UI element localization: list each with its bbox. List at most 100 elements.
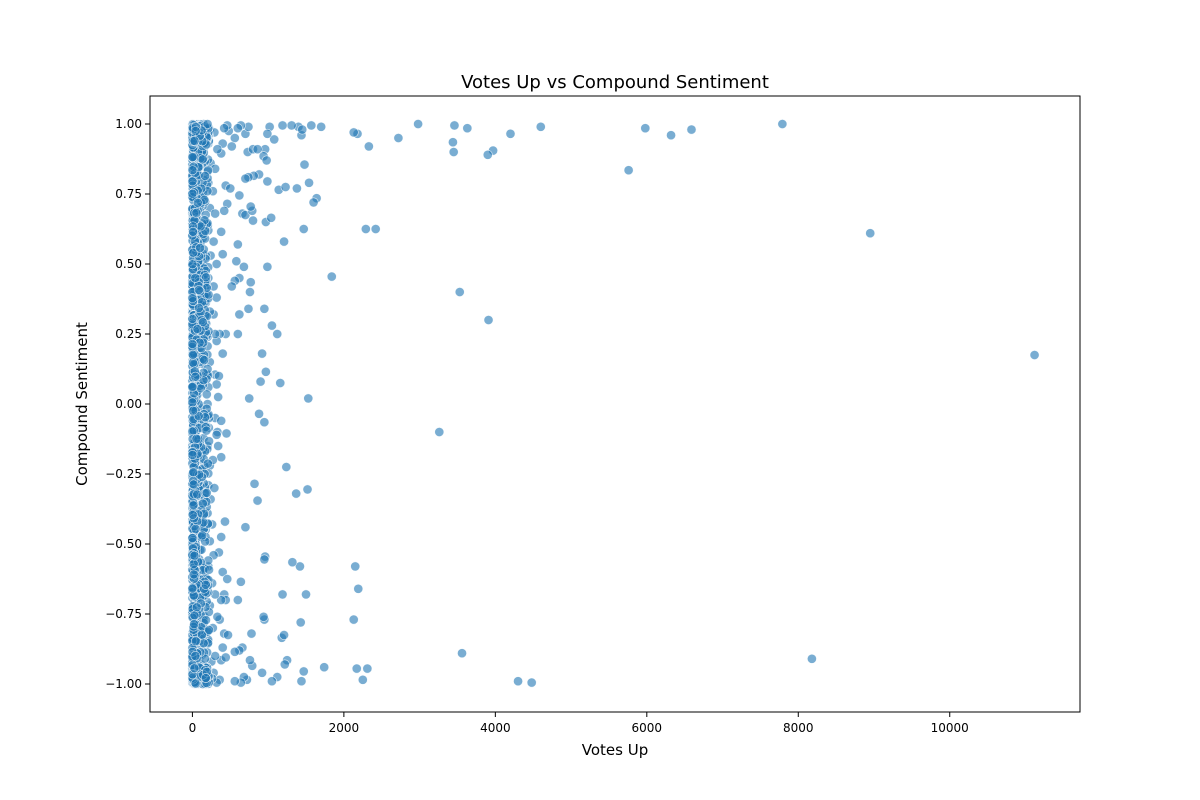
data-point: [462, 123, 473, 134]
data-point: [189, 550, 200, 561]
data-point: [190, 371, 201, 382]
data-point: [213, 392, 224, 402]
data-point: [255, 376, 266, 387]
data-point: [351, 663, 362, 674]
data-point: [413, 119, 423, 129]
data-point: [252, 144, 263, 155]
data-point: [505, 128, 516, 139]
x-tick-label: 0: [189, 721, 197, 735]
data-point: [297, 124, 308, 135]
data-point: [248, 215, 258, 226]
data-point: [448, 137, 458, 148]
data-point: [254, 408, 264, 419]
data-point: [348, 127, 359, 138]
data-point: [200, 673, 211, 683]
data-point: [190, 636, 201, 647]
data-point: [308, 197, 319, 208]
data-point: [187, 188, 198, 199]
data-point: [306, 120, 317, 131]
data-point: [229, 646, 240, 657]
data-point: [535, 121, 546, 132]
data-point: [482, 149, 493, 160]
data-point: [204, 625, 214, 635]
data-point: [234, 190, 245, 201]
data-point: [259, 554, 270, 565]
data-point: [217, 567, 228, 577]
data-point: [222, 574, 233, 584]
data-point: [216, 415, 227, 426]
data-point: [252, 495, 263, 506]
y-axis-label: Compound Sentiment: [73, 322, 91, 486]
data-point: [209, 483, 220, 493]
data-point: [623, 165, 634, 176]
data-point: [865, 228, 876, 239]
data-point: [190, 126, 201, 136]
data-point: [449, 120, 460, 131]
data-point: [188, 559, 199, 569]
data-point: [188, 569, 199, 580]
data-point: [190, 524, 201, 534]
data-point: [295, 561, 305, 572]
data-point: [303, 393, 314, 404]
data-point: [232, 123, 243, 134]
x-axis-label: Votes Up: [582, 741, 648, 759]
data-point: [239, 261, 249, 272]
data-point: [304, 177, 314, 188]
data-point: [243, 303, 254, 314]
data-point: [200, 579, 211, 590]
data-point: [200, 171, 211, 181]
y-axis: −1.00 −0.75 −0.50 −0.25 0.00 0.25 0.50 0.75 1.00: [105, 117, 150, 691]
x-axis: 0 2000 4000 6000 8000 10000: [189, 712, 969, 735]
y-tick-label: −0.75: [105, 607, 142, 621]
data-point: [267, 320, 277, 331]
data-point: [240, 522, 251, 533]
data-point: [259, 417, 270, 428]
data-point: [686, 124, 697, 135]
data-point: [192, 197, 203, 208]
data-point: [260, 366, 271, 377]
data-point: [258, 611, 269, 622]
data-point: [363, 141, 374, 152]
data-point: [187, 293, 198, 304]
data-point: [208, 236, 219, 247]
data-point: [187, 583, 198, 594]
data-point: [202, 119, 213, 129]
data-point: [777, 119, 788, 129]
data-point: [357, 674, 368, 685]
data-point: [187, 533, 198, 543]
x-tick-label: 10000: [931, 721, 969, 735]
data-point: [454, 287, 465, 297]
data-point: [666, 130, 676, 141]
data-point: [223, 630, 233, 640]
data-point: [298, 224, 309, 234]
data-point: [370, 224, 381, 234]
data-point: [219, 205, 230, 216]
data-point: [292, 183, 302, 194]
data-point: [280, 182, 291, 192]
y-tick-label: −0.50: [105, 537, 142, 551]
data-point: [187, 259, 198, 270]
data-point: [393, 133, 404, 143]
data-point: [187, 339, 198, 349]
data-point: [188, 247, 199, 258]
data-point: [187, 313, 198, 324]
chart-title: Votes Up vs Compound Sentiment: [461, 72, 769, 93]
data-point: [188, 500, 199, 511]
data-point: [640, 123, 651, 134]
data-point: [262, 261, 273, 272]
data-point: [249, 478, 260, 489]
data-point: [217, 642, 228, 653]
data-point: [295, 617, 306, 628]
data-point: [259, 303, 270, 314]
y-tick-label: 1.00: [115, 117, 142, 131]
data-point: [213, 441, 224, 451]
data-point: [277, 120, 288, 131]
data-point: [302, 484, 313, 495]
data-point: [513, 676, 523, 687]
data-point: [192, 489, 203, 500]
data-point: [190, 273, 201, 283]
data-point: [195, 243, 205, 253]
data-point: [272, 329, 283, 339]
